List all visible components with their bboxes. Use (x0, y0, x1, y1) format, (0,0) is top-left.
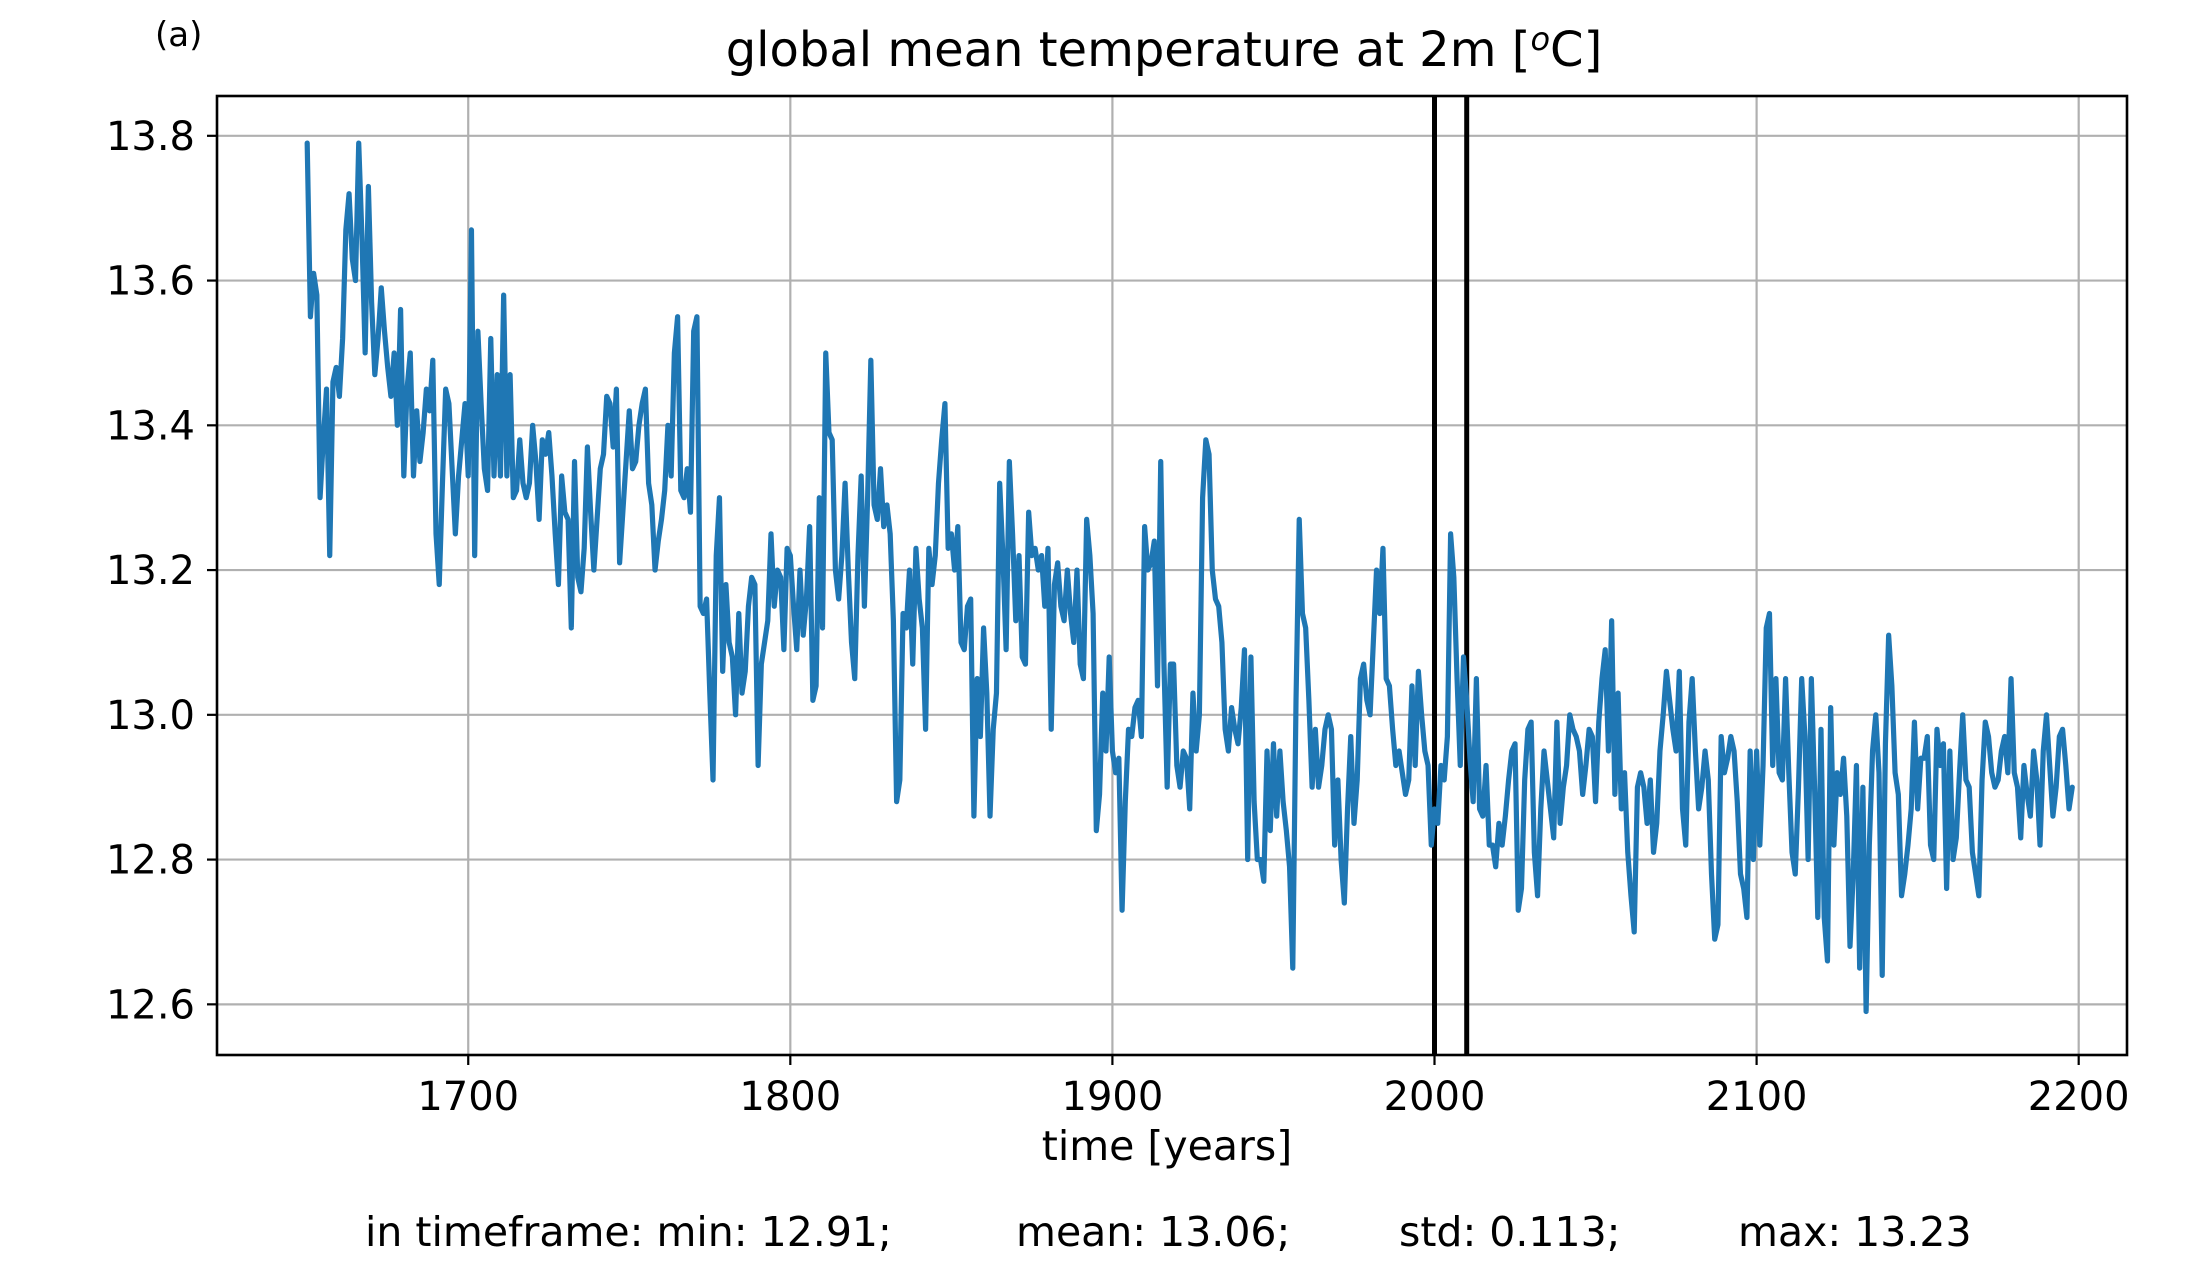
chart-title-prefix: global mean temperature at 2m [ (726, 22, 1531, 78)
series-line (304, 140, 2075, 1015)
grid (217, 96, 2127, 1055)
x-tick-label: 2200 (2028, 1074, 2130, 1120)
chart-title-superscript: o (1530, 20, 1550, 58)
stats-std: std: 0.113; (1399, 1208, 1621, 1256)
y-tick-label: 13.0 (106, 693, 195, 739)
panel-label: (a) (155, 15, 202, 55)
chart-title: global mean temperature at 2m [oC] (726, 20, 1603, 78)
stats-max: max: 13.23 (1738, 1208, 1972, 1256)
y-tick-label: 13.2 (106, 548, 195, 594)
x-tick-label: 1700 (417, 1074, 519, 1120)
y-tick-label: 13.6 (106, 259, 195, 305)
y-tick-label: 12.8 (106, 838, 195, 884)
x-tick-label: 1900 (1062, 1074, 1164, 1120)
chart-title-suffix: C] (1550, 22, 1602, 78)
x-axis-label: time [years] (1042, 1122, 1292, 1170)
plot-area-frame (215, 94, 2129, 1057)
stats-min: in timeframe: min: 12.91; (365, 1208, 892, 1256)
reference-lines (1432, 96, 1470, 1055)
x-tick-label: 1800 (739, 1074, 841, 1120)
x-tick-label: 2100 (1706, 1074, 1808, 1120)
x-axis: 1700 1800 1900 2000 2100 2200 (417, 1055, 2130, 1120)
y-tick-label: 13.8 (106, 114, 195, 160)
y-tick-label: 12.6 (106, 982, 195, 1028)
x-tick-label: 2000 (1384, 1074, 1486, 1120)
y-tick-label: 13.4 (106, 403, 195, 449)
stats-mean: mean: 13.06; (1016, 1208, 1291, 1256)
y-axis: 12.6 12.8 13.0 13.2 13.4 13.6 13.8 (106, 114, 217, 1028)
